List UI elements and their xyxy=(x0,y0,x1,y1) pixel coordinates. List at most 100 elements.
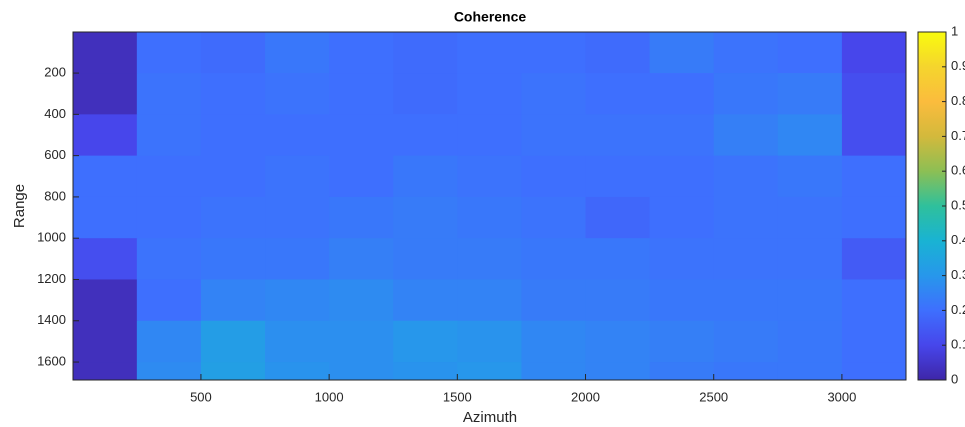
heatmap-cell xyxy=(586,114,651,156)
colorbar-tick-label: 0.5 xyxy=(951,197,965,212)
heatmap-cell xyxy=(842,73,907,115)
heatmap-cell xyxy=(521,279,586,321)
heatmap-cell xyxy=(329,156,394,198)
y-tick-label: 1000 xyxy=(37,230,66,245)
heatmap-cell xyxy=(586,156,651,198)
y-tick-label: 200 xyxy=(44,65,66,80)
x-tick-label: 2000 xyxy=(571,389,600,404)
heatmap-cell xyxy=(778,114,843,156)
heatmap-cell xyxy=(586,238,651,280)
colorbar-tick-label: 0.1 xyxy=(951,337,965,352)
heatmap-cell xyxy=(393,32,458,74)
colorbar-tick-label: 0.6 xyxy=(951,163,965,178)
heatmap-cell xyxy=(137,114,202,156)
heatmap-cell xyxy=(329,73,394,115)
heatmap-cell xyxy=(650,321,715,363)
colorbar-tick-label: 0.3 xyxy=(951,267,965,282)
heatmap-cell xyxy=(265,32,330,74)
heatmap-cell xyxy=(842,321,907,363)
heatmap-cell xyxy=(457,114,522,156)
heatmap-cell xyxy=(73,32,137,74)
heatmap-cell xyxy=(650,156,715,198)
y-tick-label: 1600 xyxy=(37,353,66,368)
heatmap-cell xyxy=(650,279,715,321)
heatmap-cell xyxy=(73,362,137,380)
heatmap-cell xyxy=(329,362,394,380)
heatmap-cell xyxy=(778,197,843,239)
heatmap-cell xyxy=(778,156,843,198)
heatmap-cell xyxy=(586,321,651,363)
heatmap-cell xyxy=(265,114,330,156)
heatmap-cell xyxy=(842,114,907,156)
chart: Coherence Azimuth Range 5001000150020002… xyxy=(0,0,965,427)
heatmap-cell xyxy=(329,238,394,280)
heatmap-cell xyxy=(201,197,266,239)
heatmap-cell xyxy=(73,73,137,115)
heatmap-cell xyxy=(714,156,779,198)
heatmap-cell xyxy=(137,156,202,198)
chart-title: Coherence xyxy=(454,9,527,25)
heatmap-cell xyxy=(778,279,843,321)
heatmap-cell xyxy=(650,73,715,115)
heatmap-cell xyxy=(521,73,586,115)
heatmap-cell xyxy=(73,197,137,239)
heatmap-cell xyxy=(393,238,458,280)
y-tick-label: 400 xyxy=(44,106,66,121)
heatmap-cell xyxy=(842,362,907,380)
heatmap-cell xyxy=(842,32,907,74)
heatmap-cell xyxy=(329,279,394,321)
heatmap-cell xyxy=(137,73,202,115)
heatmap-cell xyxy=(586,32,651,74)
x-axis-label: Azimuth xyxy=(463,409,517,426)
heatmap-cell xyxy=(521,238,586,280)
heatmap-cell xyxy=(521,362,586,380)
heatmap-cell xyxy=(265,73,330,115)
heatmap-cell xyxy=(586,197,651,239)
colorbar-tick-label: 0.4 xyxy=(951,232,965,247)
heatmap-cell xyxy=(778,73,843,115)
heatmap-cell xyxy=(457,238,522,280)
heatmap-cell xyxy=(778,238,843,280)
heatmap-cell xyxy=(521,321,586,363)
heatmap-cell xyxy=(650,32,715,74)
heatmap-cell xyxy=(265,321,330,363)
heatmap-cell xyxy=(137,197,202,239)
colorbar-tick-label: 0 xyxy=(951,371,958,386)
heatmap-cell xyxy=(201,32,266,74)
x-tick-label: 3000 xyxy=(827,389,856,404)
heatmap-cell xyxy=(457,32,522,74)
heatmap-cell xyxy=(586,279,651,321)
heatmap-cell xyxy=(842,279,907,321)
colorbar-tick-label: 0.2 xyxy=(951,302,965,317)
heatmap-cell xyxy=(137,238,202,280)
heatmap-cell xyxy=(842,238,907,280)
heatmap-cell xyxy=(521,156,586,198)
heatmap-cell xyxy=(329,32,394,74)
colorbar-tick-label: 0.7 xyxy=(951,128,965,143)
heatmap-cell xyxy=(457,156,522,198)
heatmap-cell xyxy=(265,279,330,321)
heatmap-cell xyxy=(393,197,458,239)
heatmap-cell xyxy=(586,362,651,380)
heatmap-cell xyxy=(201,156,266,198)
heatmap-cell xyxy=(73,238,137,280)
heatmap-cell xyxy=(714,238,779,280)
heatmap-cell xyxy=(73,156,137,198)
heatmap-cell xyxy=(521,197,586,239)
y-tick-label: 600 xyxy=(44,147,66,162)
heatmap-cell xyxy=(842,197,907,239)
heatmap-cell xyxy=(586,73,651,115)
heatmap-cell xyxy=(137,362,202,380)
y-tick-label: 1400 xyxy=(37,312,66,327)
heatmap-cell xyxy=(714,197,779,239)
heatmap-cell xyxy=(393,279,458,321)
colorbar-tick-label: 0.8 xyxy=(951,93,965,108)
heatmap-cell xyxy=(137,279,202,321)
heatmap-cell xyxy=(265,238,330,280)
heatmap-cell xyxy=(137,321,202,363)
heatmap-cell xyxy=(457,279,522,321)
heatmap-cell xyxy=(650,197,715,239)
heatmap-cell xyxy=(714,362,779,380)
heatmap-cell xyxy=(329,197,394,239)
heatmap-cell xyxy=(650,114,715,156)
